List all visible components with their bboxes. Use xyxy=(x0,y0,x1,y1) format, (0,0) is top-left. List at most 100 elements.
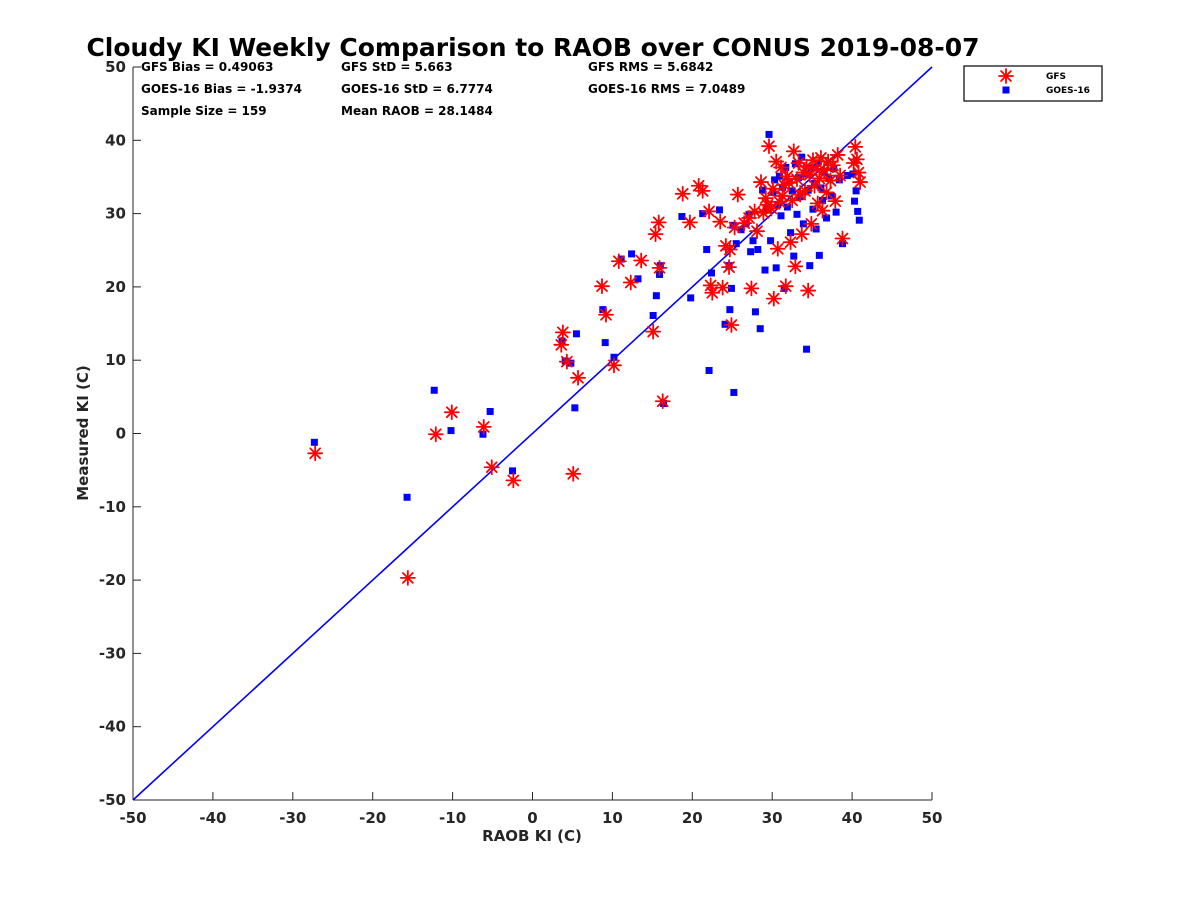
gfs-point xyxy=(427,426,444,443)
gfs-point xyxy=(443,404,460,421)
goes16-point xyxy=(310,438,318,446)
gfs-point xyxy=(594,278,610,295)
gfs-point xyxy=(793,226,810,243)
goes16-point xyxy=(486,408,494,416)
gfs-point xyxy=(834,230,851,247)
gfs-point xyxy=(712,213,729,230)
x-tick-label: 30 xyxy=(762,809,783,827)
gfs-point xyxy=(674,185,691,202)
goes16-point xyxy=(699,210,707,218)
gfs-point xyxy=(654,393,671,410)
gfs-point xyxy=(714,279,731,296)
gfs-point xyxy=(645,323,662,340)
x-axis-ticks: -50 -40 -30 -20 -10 0 10 20 30 40 50 xyxy=(119,792,942,827)
stat-goes-std: GOES-16 StD = 6.7774 xyxy=(341,82,493,96)
legend-gfs-symbol xyxy=(998,68,1014,84)
gfs-point xyxy=(622,274,639,291)
gfs-point xyxy=(785,143,802,160)
gfs-point xyxy=(704,284,721,301)
gfs-point xyxy=(505,472,522,489)
gfs-point xyxy=(554,324,571,341)
goes16-point xyxy=(814,159,822,167)
goes16-point xyxy=(761,266,769,274)
gfs-point xyxy=(761,138,777,155)
y-tick-label: 20 xyxy=(105,278,126,296)
goes16-point xyxy=(732,240,740,248)
gfs-point xyxy=(610,253,627,270)
x-tick-label: -20 xyxy=(359,809,386,827)
goes16-point xyxy=(403,493,411,501)
goes16-point xyxy=(447,427,455,435)
gfs-point xyxy=(800,282,817,299)
gfs-point xyxy=(682,214,698,231)
goes16-point xyxy=(823,214,831,222)
gfs-point xyxy=(475,419,492,435)
goes16-point xyxy=(737,226,745,234)
gfs-point xyxy=(633,252,650,269)
y-tick-label: -30 xyxy=(99,644,126,662)
gfs-point xyxy=(773,159,789,176)
goes16-point xyxy=(819,196,827,204)
gfs-point xyxy=(848,151,865,168)
gfs-point xyxy=(763,200,780,217)
goes16-point xyxy=(730,388,738,396)
goes16-point xyxy=(749,237,757,245)
gfs-point xyxy=(811,170,828,187)
goes16-point xyxy=(610,353,618,361)
gfs-point xyxy=(827,193,844,210)
goes16-point xyxy=(601,339,609,347)
stat-mean-raob: Mean RAOB = 28.1484 xyxy=(341,104,493,118)
gfs-point xyxy=(558,353,575,370)
gfs-point xyxy=(647,226,664,243)
legend-gfs-marker xyxy=(998,68,1014,84)
gfs-point xyxy=(721,241,738,258)
goes16-point xyxy=(809,205,817,213)
gfs-point xyxy=(553,336,570,353)
stat-gfs-rms: GFS RMS = 5.6842 xyxy=(588,60,713,74)
gfs-point xyxy=(694,182,711,199)
gfs-point xyxy=(729,186,746,203)
gfs-point xyxy=(723,317,740,333)
y-tick-label: 10 xyxy=(105,351,126,369)
goes16-point xyxy=(799,220,807,228)
gfs-point xyxy=(701,203,717,220)
x-tick-label: -50 xyxy=(119,809,146,827)
goes16-point xyxy=(652,292,660,300)
goes16-point xyxy=(803,345,811,353)
y-axis-label: Measured KI (C) xyxy=(74,365,92,501)
goes16-point xyxy=(775,172,783,180)
goes16-point xyxy=(849,170,857,178)
x-tick-label: 0 xyxy=(527,809,537,827)
stat-gfs-std: GFS StD = 5.663 xyxy=(341,60,453,74)
goes16-point xyxy=(747,248,755,256)
gfs-point xyxy=(765,180,781,197)
goes16-point xyxy=(777,212,785,220)
legend-box xyxy=(963,65,1103,102)
gfs-point xyxy=(852,174,868,190)
goes16-point xyxy=(850,197,858,205)
y-tick-label: -20 xyxy=(99,571,126,589)
gfs-point xyxy=(483,459,500,476)
legend: GFS GOES-16 xyxy=(963,65,1103,102)
goes16-point xyxy=(430,386,438,394)
x-tick-label: -10 xyxy=(439,809,466,827)
goes16-point xyxy=(852,187,860,195)
gfs-point xyxy=(787,258,804,275)
goes16-point xyxy=(707,269,715,277)
gfs-point xyxy=(777,278,794,295)
goes16-point xyxy=(509,467,517,475)
goes16-point xyxy=(727,284,735,292)
gfs-point xyxy=(598,306,614,323)
x-tick-label: 20 xyxy=(682,809,703,827)
y-tick-label: -50 xyxy=(99,791,126,809)
goes16-point xyxy=(767,237,775,245)
goes16-point xyxy=(649,311,657,319)
gfs-point xyxy=(769,240,786,257)
goes16-point xyxy=(787,229,795,237)
gfs-point xyxy=(307,445,324,462)
goes16-point xyxy=(756,325,764,333)
y-tick-label: -10 xyxy=(99,498,126,516)
gfs-point xyxy=(741,210,757,226)
goes16-point xyxy=(751,308,759,316)
